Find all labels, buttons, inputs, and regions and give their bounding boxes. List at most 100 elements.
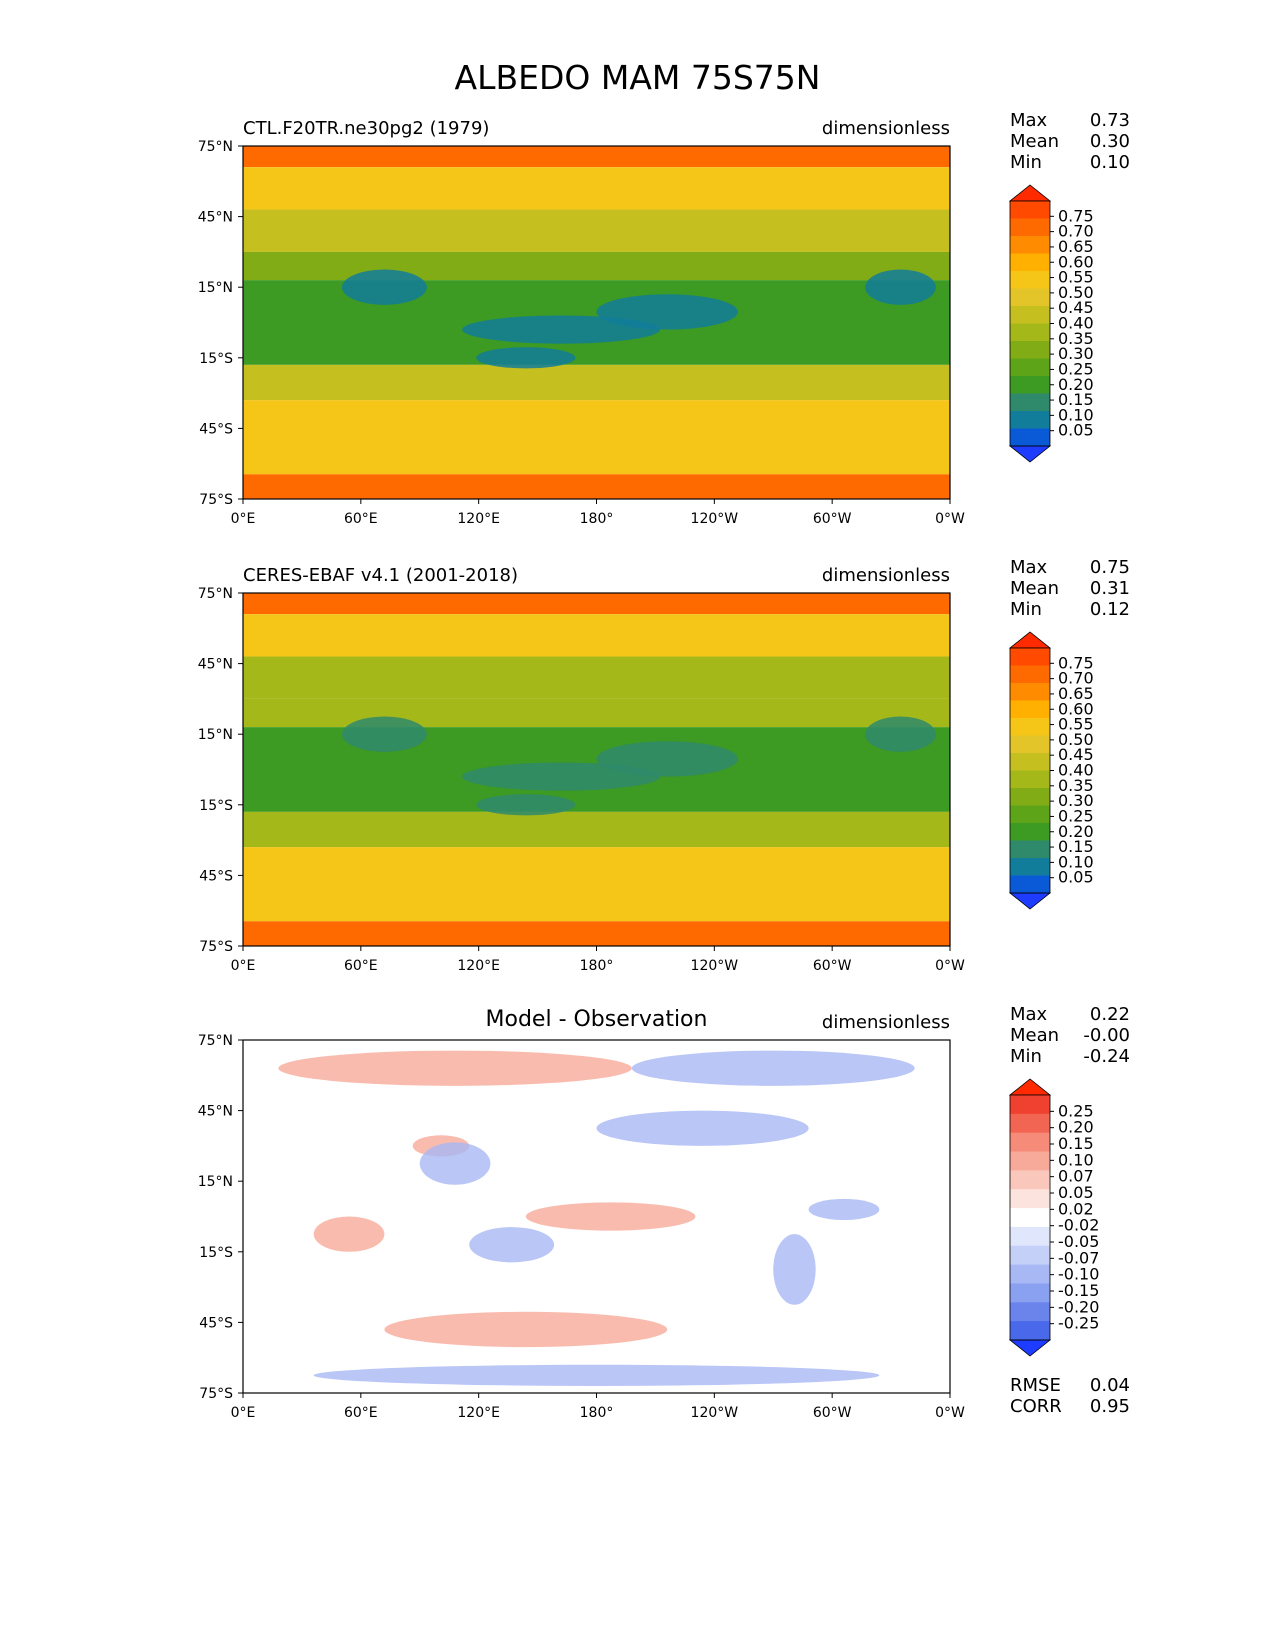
stat-value: -0.00 [1083,1025,1130,1046]
lat-tick-label: 15°N [198,1174,233,1190]
colorbar-tick-label: 0.50 [1058,283,1094,302]
colorbar-tick-label: -0.10 [1058,1265,1099,1284]
lon-tick-label: 60°E [344,958,378,974]
colorbar-extend-min [1008,1339,1052,1357]
colorbar-tick-label: 0.10 [1058,852,1094,871]
lon-tick-label: 120°W [691,1405,739,1421]
colorbar-segment [1010,1132,1050,1153]
albedo-band [243,921,950,946]
stat-name: Mean [1010,131,1060,152]
colorbar-segment [1010,823,1050,841]
lon-tick-label: 0°E [231,511,256,527]
stat-value: 0.30 [1089,131,1130,152]
colorbar-segment [1010,840,1050,859]
colorbar-segment [1010,411,1050,429]
colorbar-tick-label: 0.25 [1058,359,1094,378]
colorbar-segment [1010,1095,1050,1115]
colorbar: 0.750.700.650.600.550.500.450.400.350.30… [1008,184,1094,463]
lat-tick-label: 45°N [198,1104,233,1120]
difference-region [384,1311,668,1348]
colorbar-tick-label: 0.10 [1058,405,1094,424]
stat-name: Max [1010,557,1048,578]
colorbar-tick-label: 0.75 [1058,653,1094,672]
lon-tick-label: 0°W [935,1405,965,1421]
albedo-band [243,811,950,848]
albedo-band [243,474,950,499]
albedo-band [243,146,950,168]
colorbar-tick-label: -0.15 [1058,1281,1099,1300]
colorbar-extend-max [1008,1078,1052,1096]
colorbar-segment [1010,683,1050,701]
units-label: dimensionless [821,118,950,139]
colorbar-segment [1010,323,1050,342]
colorbar-tick-label: 0.60 [1058,252,1094,271]
map-plot: 75°N 45°N 15°N 15°S 45°S 75°S 0°E 60°E 120°E 180°… [198,586,965,974]
colorbar: 0.750.700.650.600.550.500.450.400.350.30… [1008,631,1094,910]
low-albedo-region [865,269,936,305]
colorbar-segment [1010,1113,1050,1134]
colorbar-segment [1010,1208,1050,1228]
low-albedo-region [341,269,427,305]
albedo-band [243,209,950,252]
colorbar-tick-label: 0.65 [1058,237,1094,256]
stat-value: 0.95 [1089,1396,1130,1417]
stat-value: 0.73 [1089,110,1130,131]
difference-region [313,1364,880,1386]
lon-tick-label: 60°E [344,1405,378,1421]
colorbar-tick-label: 0.70 [1058,669,1094,688]
albedo-band [243,847,950,922]
lon-tick-label: 60°W [813,958,852,974]
colorbar-segment [1010,1226,1050,1247]
difference-region [525,1202,696,1231]
units-label: dimensionless [821,1012,950,1033]
colorbar-tick-label: 0.15 [1058,390,1094,409]
colorbar-segment [1010,393,1050,412]
colorbar-tick-label: 0.25 [1058,1101,1094,1120]
colorbar-segment [1010,700,1050,719]
colorbar-segment [1010,341,1050,359]
colorbar-tick-label: 0.50 [1058,730,1094,749]
low-albedo-region [476,794,576,816]
lon-tick-label: 60°W [813,511,852,527]
colorbar-tick-label: 0.30 [1058,791,1094,810]
lon-tick-label: 180° [580,1405,614,1421]
stat-value: 0.04 [1089,1375,1130,1396]
colorbar-segment [1010,1302,1050,1322]
stat-value: 0.31 [1089,578,1130,599]
lat-tick-label: 75°S [199,939,233,955]
colorbar-tick-label: 0.75 [1058,206,1094,225]
difference-region [419,1142,491,1185]
lat-tick-label: 15°S [199,798,233,814]
low-albedo-region [341,716,427,752]
lat-tick-label: 15°S [199,1245,233,1261]
albedo-band [243,364,950,401]
colorbar-tick-label: 0.60 [1058,699,1094,718]
colorbar-tick-label: 0.05 [1058,421,1094,440]
low-albedo-region [596,741,738,777]
lon-tick-label: 120°E [457,958,500,974]
colorbar-tick-label: 0.25 [1058,806,1094,825]
stat-name: Min [1010,599,1042,620]
colorbar-tick-label: 0.02 [1058,1199,1094,1218]
colorbar-tick-label: 0.30 [1058,344,1094,363]
panel-title: CERES-EBAF v4.1 (2001-2018) [243,565,519,586]
colorbar-segment [1010,1151,1050,1171]
lat-tick-label: 45°N [198,210,233,226]
lat-tick-label: 15°N [198,727,233,743]
colorbar-segment [1010,875,1050,894]
colorbar-extend-max [1008,631,1052,649]
lon-tick-label: 120°E [457,1405,500,1421]
colorbar-segment [1010,306,1050,324]
colorbar-segment [1010,271,1050,289]
low-albedo-region [596,294,738,330]
lon-tick-label: 0°W [935,511,965,527]
stat-value: 0.22 [1089,1004,1130,1025]
colorbar-tick-label: 0.45 [1058,298,1094,317]
albedo-band [243,400,950,475]
colorbar-segment [1010,858,1050,876]
colorbar-tick-label: 0.45 [1058,745,1094,764]
stat-value: 0.12 [1089,599,1130,620]
colorbar-tick-label: 0.05 [1058,868,1094,887]
lat-tick-label: 75°S [199,1386,233,1402]
lon-tick-label: 120°W [691,958,739,974]
